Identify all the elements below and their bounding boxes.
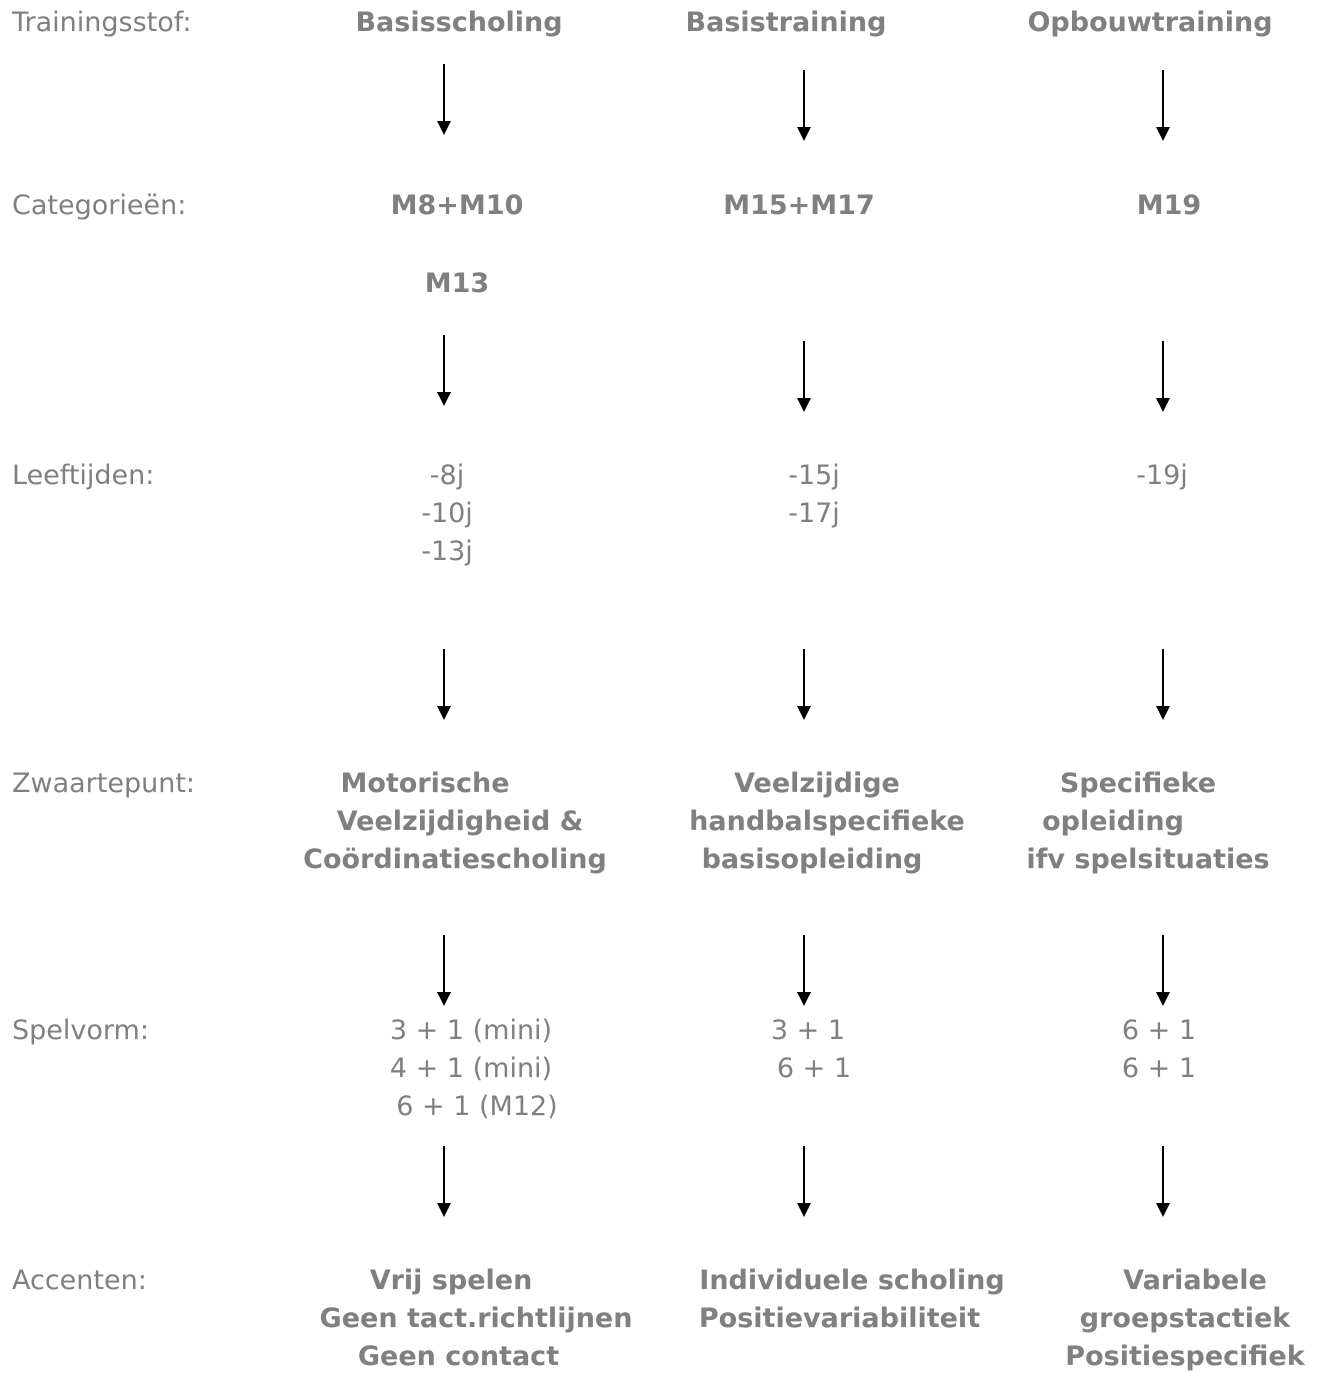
accenten-cell-2: Individuele scholing Positievariabilitei… [699,1262,1005,1338]
row-label-accenten: Accenten: [12,1265,147,1296]
spelvorm-text: 6 + 1 [1121,1053,1197,1084]
accenten-text: Vrij spelen [369,1265,533,1296]
row-label-zwaartepunt: Zwaartepunt: [12,768,196,799]
categorie-text: M15+M17 [723,190,875,221]
accenten-text: Geen tact.richtlijnen [319,1303,633,1334]
down-arrow-icon [1153,70,1173,142]
down-arrow-icon [1153,649,1173,721]
leeftijd-text: -8j [429,460,465,491]
zwaartepunt-cell-3: Specifieke opleiding ifv spelsituaties [1026,765,1269,879]
down-arrow-icon [794,935,814,1007]
row-label-categorieen: Categorieën: [12,190,187,221]
leeftijden-cell-2: -15j -17j [788,457,840,533]
down-arrow-icon [794,70,814,142]
spelvorm-text: 4 + 1 (mini) [389,1053,553,1084]
down-arrow-icon [794,341,814,413]
down-arrow-icon [1153,341,1173,413]
row-label-spelvorm: Spelvorm: [12,1015,149,1046]
zwaartepunt-cell-1: Motorische Veelzijdigheid & Coördinaties… [303,765,607,879]
leeftijden-cell-3: -19j [1136,457,1188,495]
leeftijd-text: -10j [421,498,473,529]
zwaartepunt-text: Coördinatiescholing [303,844,607,875]
leeftijd-text: -15j [788,460,840,491]
down-arrow-icon [794,1146,814,1218]
categorie-text: M13 [424,268,490,299]
down-arrow-icon [794,649,814,721]
down-arrow-icon [434,64,454,136]
zwaartepunt-text: Veelzijdige [734,768,900,799]
categorieen-cell-1: M8+M10 M13 [391,187,524,303]
trainingsstof-text: Basistraining [685,7,887,38]
leeftijden-cell-1: -8j -10j -13j [421,457,473,571]
accenten-text: Positiespecifiek [1065,1341,1305,1372]
down-arrow-icon [434,335,454,407]
accenten-text: Geen contact [357,1341,560,1372]
zwaartepunt-cell-2: Veelzijdige handbalspecifieke basisoplei… [689,765,965,879]
zwaartepunt-text: ifv spelsituaties [1026,844,1270,875]
accenten-text: Positievariabiliteit [698,1303,981,1334]
spelvorm-text: 3 + 1 [770,1015,846,1046]
spelvorm-text: 3 + 1 (mini) [389,1015,553,1046]
accenten-text: Variabele [1123,1265,1267,1296]
down-arrow-icon [1153,935,1173,1007]
zwaartepunt-text: Specifieke [1059,768,1217,799]
accenten-cell-1: Vrij spelen Geen tact.richtlijnen Geen c… [320,1262,633,1376]
zwaartepunt-text: opleiding [1042,806,1184,837]
down-arrow-icon [434,649,454,721]
spelvorm-cell-2: 3 + 1 6 + 1 [765,1012,851,1088]
trainingsstof-text: Basisscholing [355,7,563,38]
accenten-text: groepstactiek [1079,1303,1291,1334]
spelvorm-text: 6 + 1 (M12) [396,1091,558,1122]
accenten-cell-3: Variabele groepstactiek Positiespecifiek [1065,1262,1304,1376]
leeftijd-text: -19j [1136,460,1188,491]
leeftijd-text: -17j [788,498,840,529]
zwaartepunt-text: Motorische [340,768,510,799]
spelvorm-cell-3: 6 + 1 6 + 1 [1122,1012,1196,1088]
trainingsstof-cell-basistraining: Basistraining [686,4,887,42]
accenten-text: Individuele scholing [699,1265,1005,1296]
categorieen-cell-3: M19 [1137,187,1201,225]
trainingsstof-cell-opbouwtraining: Opbouwtraining [1027,4,1272,42]
spelvorm-text: 6 + 1 [776,1053,852,1084]
categorieen-cell-2: M15+M17 [723,187,875,225]
down-arrow-icon [434,935,454,1007]
trainingsstof-cell-basisscholing: Basisscholing [355,4,562,42]
categorie-text: M8+M10 [390,190,524,221]
down-arrow-icon [434,1146,454,1218]
zwaartepunt-text: basisopleiding [701,844,923,875]
spelvorm-cell-1: 3 + 1 (mini) 4 + 1 (mini) 6 + 1 (M12) [384,1012,558,1126]
zwaartepunt-text: handbalspecifieke [689,806,965,837]
spelvorm-text: 6 + 1 [1121,1015,1197,1046]
zwaartepunt-text: Veelzijdigheid & [336,806,584,837]
row-label-leeftijden: Leeftijden: [12,460,155,491]
row-label-trainingsstof: Trainingsstof: [12,7,192,38]
categorie-text: M19 [1136,190,1202,221]
down-arrow-icon [1153,1146,1173,1218]
trainingsstof-text: Opbouwtraining [1027,7,1273,38]
leeftijd-text: -13j [421,536,473,567]
